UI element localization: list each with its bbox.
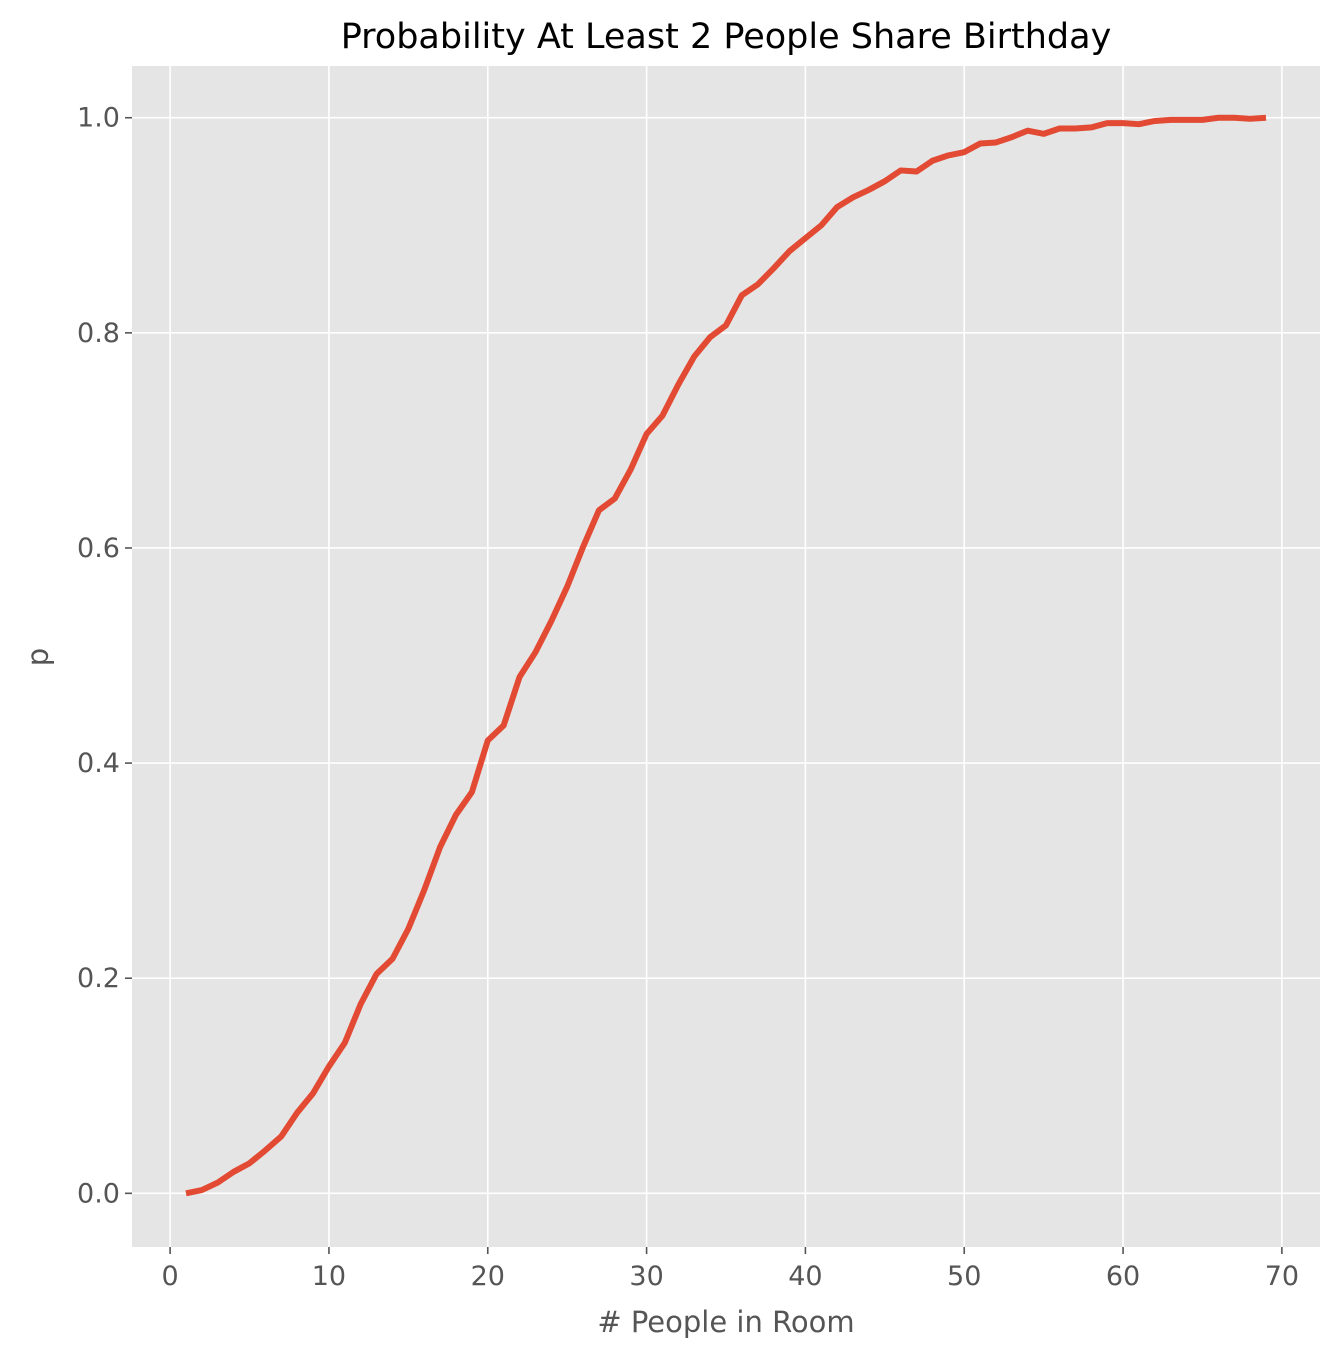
grid-lines — [132, 66, 1320, 1247]
x-tick-label: 30 — [629, 1261, 663, 1292]
x-tick-label: 70 — [1265, 1261, 1299, 1292]
x-tick-label: 40 — [788, 1261, 822, 1292]
y-tick-label: 0.2 — [77, 963, 120, 994]
x-axis-label: # People in Room — [597, 1305, 854, 1339]
x-tick-label: 10 — [312, 1261, 346, 1292]
x-tick-label: 60 — [1106, 1261, 1140, 1292]
y-axis-label: p — [21, 648, 55, 666]
x-tick-label: 50 — [947, 1261, 981, 1292]
x-tick-label: 0 — [162, 1261, 179, 1292]
series-group — [185, 114, 1267, 1197]
y-tick-label: 0.0 — [77, 1178, 120, 1209]
y-tick-label: 0.4 — [77, 748, 120, 779]
series-line — [185, 114, 1267, 1197]
chart-title: Probability At Least 2 People Share Birt… — [341, 17, 1112, 57]
y-tick-label: 1.0 — [77, 103, 120, 134]
plot-area — [132, 66, 1320, 1247]
y-tick-label: 0.6 — [77, 533, 120, 564]
x-tick-label: 20 — [471, 1261, 505, 1292]
y-tick-label: 0.8 — [77, 318, 120, 349]
axis-ticks — [125, 116, 1283, 1254]
tick-labels: 0 10 20 30 40 50 60 70 0.0 0.2 0.4 0.6 0.8 1.0 — [77, 103, 1299, 1292]
